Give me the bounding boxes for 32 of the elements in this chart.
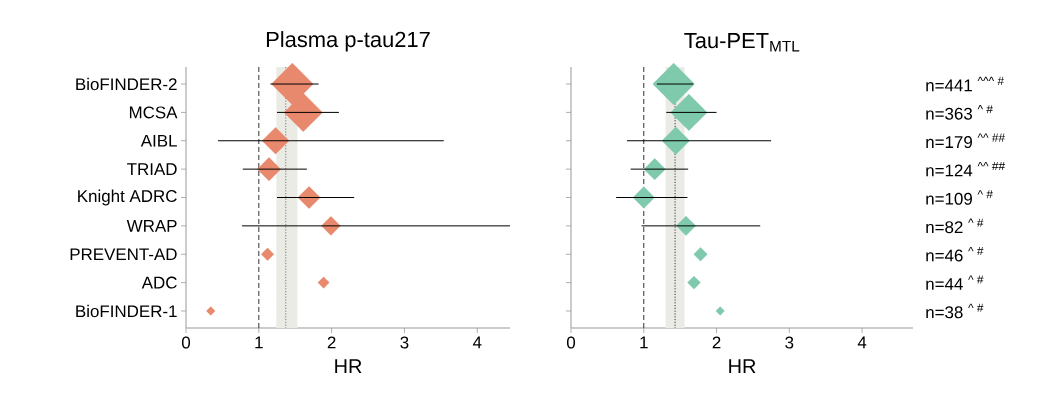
y-tick-label: TRIAD (127, 163, 177, 175)
text: n=109 $^{^ #}$ (926, 190, 993, 205)
x-tick-label: 4 (857, 336, 867, 349)
x-tick-label: 3 (785, 336, 794, 349)
text: n=46 $^{^ #}$ (926, 246, 984, 262)
x-axis-title: HR (335, 359, 362, 374)
y-tick-label: PREVENT-AD (70, 248, 177, 261)
x-tick-label: 2 (712, 336, 721, 349)
text: n=179 $^{^^ ##}$ (926, 133, 1006, 149)
chart-title: Tau-PET$_{MTL}$ (684, 32, 800, 52)
y-tick-label: BioFINDER-2 (76, 77, 177, 91)
x-axis-title: HR (729, 359, 756, 374)
x-tick-label: 0 (181, 336, 191, 349)
y-tick-label: Knight ADRC (78, 189, 177, 206)
text: n=38 $^{^ #}$ (926, 303, 984, 319)
y-tick-label: MCSA (129, 106, 178, 119)
x-tick-label: 2 (327, 336, 336, 349)
text: n=363 $^{^ #}$ (926, 105, 993, 120)
text: n=44 $^{^ #}$ (926, 275, 984, 290)
y-tick-label: AIBL (140, 134, 177, 147)
x-tick-label: 1 (255, 336, 263, 349)
y-tick-label: WRAP (126, 220, 177, 232)
chart-title: Plasma p-tau217 (266, 31, 430, 52)
y-tick-label: ADC (141, 276, 177, 289)
text: n=82 $^{^ #}$ (926, 218, 984, 234)
x-tick-label: 1 (640, 336, 648, 349)
x-tick-label: 3 (400, 336, 409, 349)
y-tick-label: BioFINDER-1 (76, 304, 177, 318)
text: n=441 $^{^^^ #}$ (926, 76, 1004, 92)
x-tick-label: 4 (472, 336, 482, 349)
text: n=124 $^{^^ ##}$ (926, 161, 1006, 177)
x-tick-label: 0 (566, 336, 576, 349)
